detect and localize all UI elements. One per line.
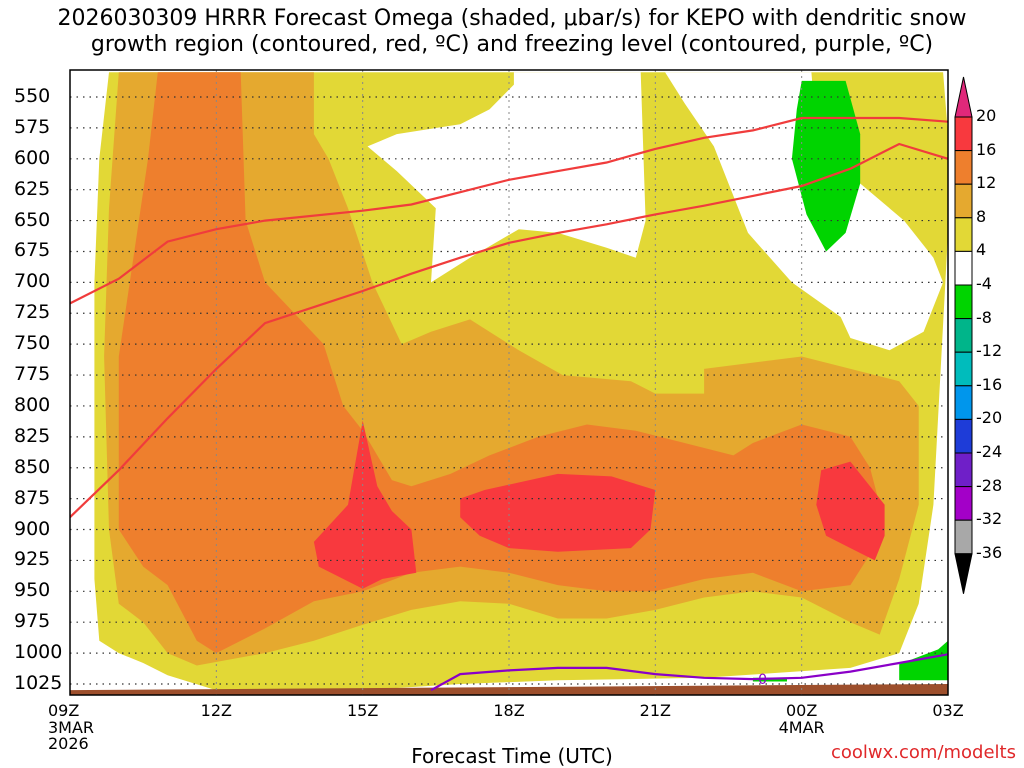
y-tick-label: 875 [14, 486, 51, 509]
colorbar-swatch-1 [954, 116, 973, 152]
x-tick-label: 18Z [493, 701, 525, 720]
colorbar-label: 20 [976, 106, 997, 125]
isotherm--18C [70, 142, 948, 518]
y-tick-label: 550 [14, 85, 51, 107]
omega-region--4-8 [791, 80, 861, 252]
chart-title-line-1: 2026030309 HRRR Forecast Omega (shaded, … [57, 6, 967, 31]
colorbar-label: -32 [976, 509, 1003, 529]
y-tick-label: 750 [14, 332, 51, 355]
x-tick-label: 15Z [346, 701, 379, 720]
y-tick-label: 825 [14, 424, 51, 447]
x-tick-label: 21Z [639, 701, 671, 720]
colorbar-swatch-6 [954, 284, 973, 320]
omega-region-16-5 [816, 461, 885, 561]
y-tick-label: 725 [14, 301, 51, 324]
colorbar-label: -16 [976, 374, 1003, 394]
omega-region-16-3 [313, 420, 417, 589]
y-tick-label: 625 [14, 177, 51, 200]
colorbar-label: 8 [976, 206, 987, 226]
y-tick-label: 1000 [14, 641, 63, 664]
chart-title-line-2: growth region (contoured, red, ºC) and f… [90, 32, 934, 57]
y-tick-label: 1025 [14, 672, 63, 694]
plot-frame [69, 69, 949, 696]
colorbar-label: -8 [976, 307, 992, 327]
colorbar-top-arrow [954, 76, 973, 118]
colorbar-label: -20 [976, 408, 1003, 428]
y-tick-label: 675 [14, 239, 51, 262]
x-tick-label: 12Z [200, 701, 232, 720]
freezing-level-line [430, 653, 948, 692]
omega-region--4-9 [899, 640, 948, 681]
x-axis-title: Forecast Time (UTC) [411, 744, 613, 768]
isotherm--12C [70, 116, 948, 305]
omega-region-12-2 [118, 72, 880, 654]
colorbar-swatch-10 [954, 418, 973, 454]
freezing-level-label: 0 [758, 672, 767, 688]
colorbar-label: -28 [976, 475, 1003, 495]
colorbar-swatch-2 [954, 150, 973, 185]
colorbar-label: -36 [976, 542, 1003, 562]
colorbar-swatch-12 [954, 486, 973, 521]
x-tick-label: 03Z [932, 701, 964, 720]
colorbar-swatch-13 [954, 519, 973, 555]
y-tick-label: 800 [14, 393, 51, 416]
colorbar-bottom-arrow [954, 553, 973, 594]
colorbar-swatch-8 [954, 351, 973, 387]
y-tick-label: 600 [14, 146, 51, 169]
colorbar-label: 16 [976, 139, 997, 159]
omega-region-4-6 [665, 72, 944, 351]
credit-link[interactable]: coolwx.com/modelts [830, 742, 1016, 763]
colorbar-label: -12 [976, 341, 1003, 361]
x-tick-label: 00Z [785, 701, 818, 720]
colorbar-label: 4 [976, 240, 987, 260]
y-tick-label: 975 [14, 610, 51, 633]
y-tick-label: 950 [14, 579, 51, 602]
colorbar-swatch-9 [954, 385, 973, 420]
x-tick-sublabel: 3MAR [48, 718, 95, 737]
y-tick-label: 925 [14, 548, 51, 571]
y-tick-label: 650 [14, 208, 51, 231]
colorbar-label: -24 [976, 442, 1003, 461]
colorbar-label: -4 [976, 274, 992, 293]
colorbar-swatch-4 [954, 217, 973, 252]
plot-area: 0 [70, 70, 948, 695]
colorbar-swatch-3 [954, 183, 973, 219]
y-tick-label: 700 [14, 270, 51, 293]
y-tick-label: 575 [14, 115, 51, 138]
x-tick-label: 09Z [48, 701, 80, 720]
x-tick-sublabel: 4MAR [778, 718, 825, 737]
colorbar-swatch-11 [954, 452, 973, 488]
colorbar-label: 12 [976, 173, 997, 193]
y-tick-label: 850 [14, 455, 51, 478]
colorbar-swatch-5 [954, 250, 973, 286]
y-tick-label: 775 [14, 363, 51, 386]
colorbar-swatch-7 [954, 318, 973, 353]
x-tick-sublabel: 2026 [48, 734, 89, 753]
y-tick-label: 900 [14, 517, 51, 540]
